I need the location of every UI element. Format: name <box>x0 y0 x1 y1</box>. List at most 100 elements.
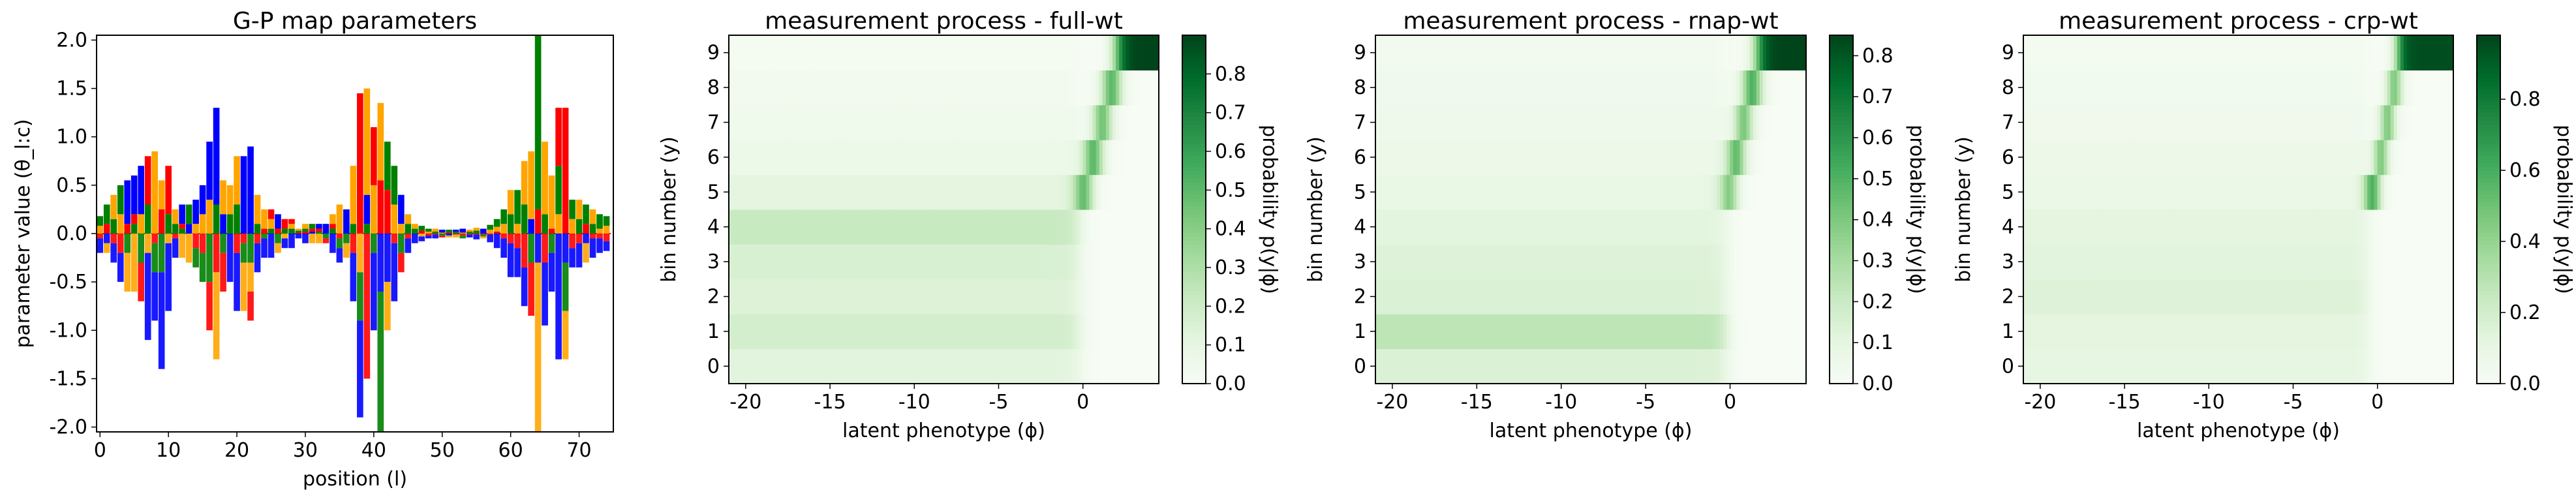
heatmap-cell <box>1720 174 1724 210</box>
heatmap-cell <box>2106 35 2110 70</box>
heatmap-cell <box>2112 279 2117 314</box>
heatmap-cell <box>1703 314 1708 350</box>
heatmap-cell <box>1116 104 1120 140</box>
heatmap-cell <box>2384 35 2388 70</box>
heatmap-cell <box>1640 104 1644 140</box>
heatmap-cell <box>2165 104 2170 140</box>
heatmap-cell <box>2106 140 2110 175</box>
heatmap-cell <box>2393 35 2398 70</box>
heatmap-cell <box>983 244 987 280</box>
heatmap-cell <box>752 244 756 280</box>
heatmap-cell <box>2265 104 2269 140</box>
heatmap-cell <box>2096 279 2100 314</box>
colorbar-tick-label: 0.4 <box>1862 209 1894 232</box>
heatmap-cell <box>1488 174 1492 210</box>
heatmap-cell <box>795 209 799 245</box>
heatmap-cell <box>1006 140 1011 175</box>
heatmap-cell <box>1601 70 1604 106</box>
heatmap-cell <box>1759 35 1764 70</box>
heatmap-cell <box>974 314 977 350</box>
heatmap-cell <box>1548 174 1552 210</box>
x-tick-label: 40 <box>361 439 386 462</box>
heatmap-cell <box>1438 140 1443 175</box>
heatmap-cell <box>963 348 968 384</box>
heatmap-cell <box>1796 70 1800 106</box>
heatmap-cell <box>2083 104 2087 140</box>
heatmap-cell <box>2179 104 2183 140</box>
heatmap-cell <box>1779 244 1784 280</box>
heatmap-cell <box>1481 104 1486 140</box>
logo-glyph-G <box>268 219 275 229</box>
heatmap-cell <box>897 348 902 384</box>
heatmap-cell <box>874 35 878 70</box>
heatmap-cell <box>930 70 934 106</box>
colorbar-segment <box>1830 271 1853 276</box>
heatmap-cell <box>1720 104 1724 140</box>
heatmap-cell <box>755 348 759 384</box>
heatmap-cell <box>1554 348 1558 384</box>
heatmap-cell <box>2436 35 2441 70</box>
colorbar-segment <box>2477 202 2500 206</box>
heatmap-cell <box>2258 104 2262 140</box>
heatmap-cell <box>2069 314 2074 350</box>
heatmap-cell <box>1713 104 1717 140</box>
heatmap-cell <box>1634 209 1638 245</box>
heatmap-cell <box>825 279 829 314</box>
heatmap-cell <box>2231 70 2236 106</box>
heatmap-cell <box>2059 314 2064 350</box>
heatmap-cell <box>2132 279 2136 314</box>
heatmap-cell <box>1746 279 1751 314</box>
heatmap-cell <box>2307 174 2312 210</box>
colorbar-segment <box>1182 221 1206 226</box>
heatmap-cell <box>1000 70 1004 106</box>
heatmap-cell <box>2284 174 2289 210</box>
colorbar-segment <box>1830 228 1853 234</box>
heatmap-cell <box>2106 104 2110 140</box>
heatmap-cell <box>1640 209 1644 245</box>
heatmap-cell <box>1574 35 1578 70</box>
colorbar-segment <box>1830 209 1853 214</box>
heatmap-cell <box>1139 209 1143 245</box>
heatmap-cell <box>1441 314 1446 350</box>
heatmap-cell <box>1033 348 1037 384</box>
heatmap-cell <box>894 140 898 175</box>
heatmap-cell <box>1630 348 1634 384</box>
logo-glyph-C <box>247 146 254 234</box>
heatmap-cell <box>1398 209 1403 245</box>
heatmap-cell <box>2254 348 2259 384</box>
heatmap-cell <box>977 209 981 245</box>
heatmap-cell <box>1112 314 1116 350</box>
logo-glyph-T <box>336 234 343 239</box>
colorbar-segment <box>1830 348 1853 354</box>
heatmap-cell <box>2258 279 2262 314</box>
logo-glyph-C <box>397 194 405 224</box>
heatmap-cell <box>1610 348 1615 384</box>
heatmap-cell <box>1089 174 1094 210</box>
logo-glyph-T <box>302 232 309 234</box>
heatmap-cell <box>2291 174 2295 210</box>
heatmap-cell <box>1003 35 1007 70</box>
heatmap-cell <box>1614 348 1618 384</box>
heatmap-cell <box>1497 244 1502 280</box>
heatmap-cell <box>1481 209 1486 245</box>
heatmap-cell <box>2417 140 2421 175</box>
heatmap-cell <box>1644 209 1648 245</box>
heatmap-cell <box>1009 279 1014 314</box>
colorbar-segment <box>1830 310 1853 314</box>
heatmap-cell <box>983 104 987 140</box>
heatmap-cell <box>2218 140 2222 175</box>
heatmap-cell <box>771 140 776 175</box>
colorbar-segment <box>1182 144 1206 148</box>
heatmap-cell <box>894 104 898 140</box>
heatmap-cell <box>2036 209 2040 245</box>
heatmap-cell <box>1789 70 1794 106</box>
colorbar-segment <box>1830 341 1853 346</box>
heatmap-cell <box>2374 35 2378 70</box>
heatmap-cell <box>1531 35 1535 70</box>
heatmap-cell <box>2169 348 2173 384</box>
heatmap-cell <box>1006 35 1011 70</box>
heatmap-cell <box>2208 314 2213 350</box>
logo-glyph-A <box>514 190 521 224</box>
heatmap-cell <box>1073 279 1077 314</box>
heatmap-cell <box>1591 314 1595 350</box>
